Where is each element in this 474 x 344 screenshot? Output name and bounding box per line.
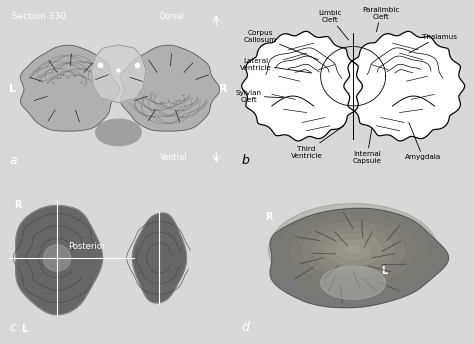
Text: a: a bbox=[9, 154, 17, 167]
Polygon shape bbox=[302, 222, 404, 278]
Text: Dorsal: Dorsal bbox=[159, 12, 184, 21]
Polygon shape bbox=[20, 45, 119, 131]
Text: Limbic
Cleft: Limbic Cleft bbox=[318, 10, 348, 40]
Polygon shape bbox=[91, 45, 146, 103]
Text: Ventral: Ventral bbox=[159, 153, 187, 162]
Text: Section 330: Section 330 bbox=[11, 12, 65, 21]
Polygon shape bbox=[280, 209, 427, 290]
Text: L: L bbox=[381, 266, 387, 276]
Text: d: d bbox=[242, 321, 249, 334]
Polygon shape bbox=[44, 245, 71, 271]
Polygon shape bbox=[120, 45, 219, 131]
Polygon shape bbox=[320, 266, 386, 299]
Text: b: b bbox=[242, 154, 249, 167]
Polygon shape bbox=[132, 213, 186, 303]
Text: Lateral
Ventricle: Lateral Ventricle bbox=[240, 58, 311, 73]
Text: Internal
Capsule: Internal Capsule bbox=[353, 129, 382, 164]
Polygon shape bbox=[242, 31, 363, 141]
Text: c: c bbox=[9, 321, 16, 334]
Text: Posterior: Posterior bbox=[68, 242, 106, 251]
Text: Amygdala: Amygdala bbox=[405, 122, 441, 160]
Text: Sylvian
Cleft: Sylvian Cleft bbox=[236, 89, 283, 103]
Text: R: R bbox=[219, 84, 227, 95]
Text: Third
Ventricle: Third Ventricle bbox=[291, 126, 344, 159]
Polygon shape bbox=[325, 234, 382, 265]
Text: R: R bbox=[265, 212, 273, 222]
Polygon shape bbox=[347, 246, 359, 253]
Text: L: L bbox=[21, 324, 27, 334]
Polygon shape bbox=[270, 208, 448, 308]
Text: L: L bbox=[9, 84, 16, 95]
Polygon shape bbox=[336, 240, 370, 259]
Text: Paralimbic
Cleft: Paralimbic Cleft bbox=[362, 7, 400, 32]
Text: R: R bbox=[14, 200, 21, 210]
Polygon shape bbox=[96, 119, 141, 146]
Polygon shape bbox=[313, 228, 393, 271]
Text: Corpus
Callosum: Corpus Callosum bbox=[244, 30, 319, 60]
Polygon shape bbox=[16, 206, 102, 315]
Text: Thalamus: Thalamus bbox=[409, 34, 456, 53]
Polygon shape bbox=[291, 216, 415, 284]
Polygon shape bbox=[344, 31, 465, 141]
Polygon shape bbox=[269, 204, 438, 296]
